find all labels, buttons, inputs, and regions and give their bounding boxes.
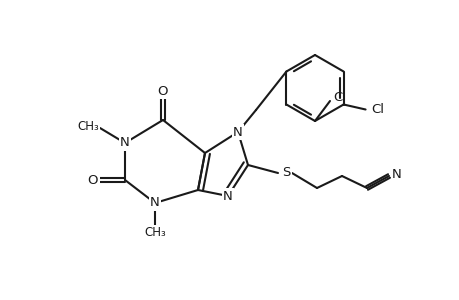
Text: CH₃: CH₃ (144, 226, 166, 239)
Text: CH₃: CH₃ (77, 121, 99, 134)
Text: Cl: Cl (370, 103, 383, 116)
Text: N: N (233, 125, 242, 139)
Text: N: N (150, 196, 160, 209)
Text: S: S (281, 167, 290, 179)
Text: Cl: Cl (333, 91, 346, 103)
Text: N: N (120, 136, 129, 149)
Text: O: O (88, 173, 98, 187)
Text: N: N (391, 167, 401, 181)
Text: O: O (157, 85, 168, 98)
Text: N: N (223, 190, 232, 202)
